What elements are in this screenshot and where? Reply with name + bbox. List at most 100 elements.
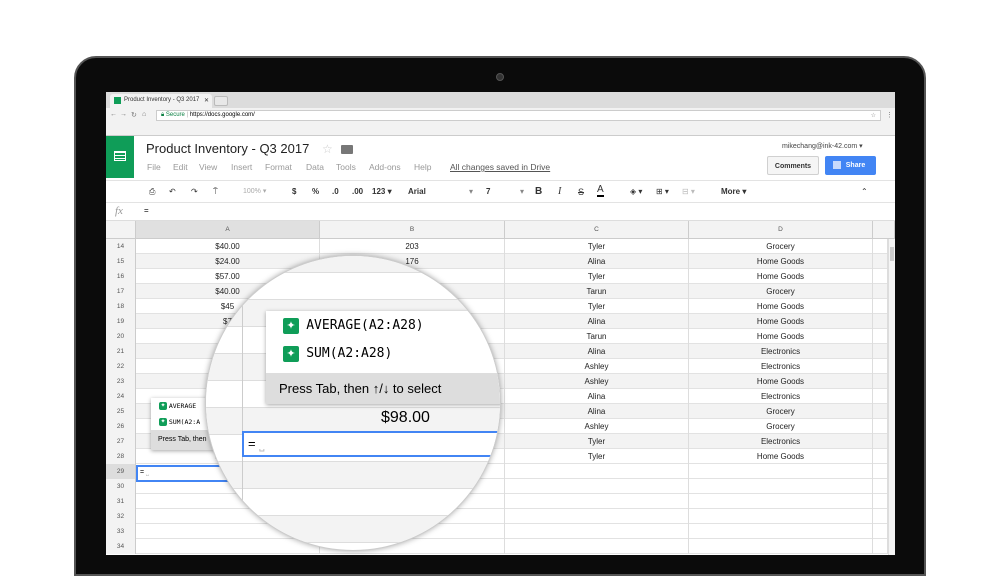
magnified-cell-editor[interactable]: = ⎵ <box>242 431 500 457</box>
scrollbar-thumb[interactable] <box>890 247 894 261</box>
fill-color-icon[interactable]: ◈ ▾ <box>630 187 643 196</box>
cell-b27[interactable] <box>320 434 505 449</box>
cell-c15[interactable]: Alina <box>505 254 689 269</box>
cell-b33[interactable] <box>320 524 505 539</box>
cell-e20[interactable] <box>873 329 888 344</box>
undo-icon[interactable]: ↶ <box>169 187 176 196</box>
cell-c26[interactable]: Ashley <box>505 419 689 434</box>
cell-c28[interactable]: Tyler <box>505 449 689 464</box>
cell-d22[interactable]: Electronics <box>689 359 873 374</box>
cell-e23[interactable] <box>873 374 888 389</box>
cell-e25[interactable] <box>873 404 888 419</box>
share-button[interactable]: Share <box>825 156 876 175</box>
autocomplete-item-small[interactable]: ✦ AVERAGE <box>159 402 196 411</box>
row-number[interactable]: 17 <box>106 284 136 299</box>
sheets-logo[interactable] <box>106 136 134 178</box>
cell-d23[interactable]: Home Goods <box>689 374 873 389</box>
cell-e14[interactable] <box>873 239 888 254</box>
more-formats-button[interactable]: 123 ▾ <box>372 187 392 196</box>
font-select[interactable]: Arial <box>408 187 426 196</box>
autocomplete-item-average[interactable]: ✦ AVERAGE(A2:A28) <box>283 317 424 334</box>
cell-d21[interactable]: Electronics <box>689 344 873 359</box>
cell-e33[interactable] <box>873 524 888 539</box>
cell-e21[interactable] <box>873 344 888 359</box>
menu-view[interactable]: View <box>199 162 218 172</box>
more-button[interactable]: More ▾ <box>721 187 747 196</box>
new-tab-button[interactable] <box>214 96 228 106</box>
row-number[interactable]: 26 <box>106 419 136 434</box>
cell-d15[interactable]: Home Goods <box>689 254 873 269</box>
row-number[interactable]: 16 <box>106 269 136 284</box>
browser-tab[interactable]: Product Inventory - Q3 2017 ✕ <box>110 94 212 108</box>
cell-c14[interactable]: Tyler <box>505 239 689 254</box>
cell-e29[interactable] <box>873 464 888 479</box>
menu-tools[interactable]: Tools <box>336 162 356 172</box>
cell-c24[interactable]: Alina <box>505 389 689 404</box>
cell-b29[interactable] <box>320 464 505 479</box>
folder-icon[interactable] <box>341 145 353 154</box>
cell-c21[interactable]: Alina <box>505 344 689 359</box>
autocomplete-item-sum[interactable]: ✦ SUM(A2:A28) <box>283 345 392 362</box>
cell-c27[interactable]: Tyler <box>505 434 689 449</box>
cell-e30[interactable] <box>873 479 888 494</box>
cell-b34[interactable] <box>320 539 505 554</box>
cell-b22[interactable] <box>320 359 505 374</box>
percent-format-button[interactable]: % <box>312 187 320 196</box>
font-size-select[interactable]: 7 <box>486 187 491 196</box>
cell-e17[interactable] <box>873 284 888 299</box>
decrease-decimal-button[interactable]: .0 <box>332 187 339 196</box>
cell-b24[interactable] <box>320 389 505 404</box>
text-color-button[interactable]: A <box>597 184 604 197</box>
strikethrough-button[interactable]: S <box>578 187 585 197</box>
cell-c23[interactable]: Ashley <box>505 374 689 389</box>
star-icon[interactable]: ☆ <box>322 142 333 156</box>
cell-e15[interactable] <box>873 254 888 269</box>
column-header-e[interactable] <box>873 221 895 239</box>
increase-decimal-button[interactable]: .00 <box>352 187 364 196</box>
cell-b31[interactable] <box>320 494 505 509</box>
row-number[interactable]: 23 <box>106 374 136 389</box>
cell-e19[interactable] <box>873 314 888 329</box>
column-header-c[interactable]: C <box>505 221 689 239</box>
autocomplete-item-small[interactable]: ✦ SUM(A2:A <box>159 418 200 427</box>
row-number[interactable]: 21 <box>106 344 136 359</box>
cell-d18[interactable]: Home Goods <box>689 299 873 314</box>
home-icon[interactable]: ⌂ <box>142 111 147 118</box>
cell-e16[interactable] <box>873 269 888 284</box>
cell-e24[interactable] <box>873 389 888 404</box>
menu-format[interactable]: Format <box>265 162 292 172</box>
cell-b20[interactable] <box>320 329 505 344</box>
font-dropdown-icon[interactable]: ▾ <box>469 187 474 196</box>
borders-icon[interactable]: ⊞ ▾ <box>656 187 669 196</box>
row-number[interactable]: 22 <box>106 359 136 374</box>
cell-d28[interactable]: Home Goods <box>689 449 873 464</box>
menu-addons[interactable]: Add-ons <box>369 162 401 172</box>
cell-e27[interactable] <box>873 434 888 449</box>
merge-cells-icon[interactable]: ⊟ ▾ <box>682 187 695 196</box>
cell-d30[interactable] <box>689 479 873 494</box>
save-status[interactable]: All changes saved in Drive <box>450 162 551 172</box>
cell-c20[interactable]: Tarun <box>505 329 689 344</box>
cell-b26[interactable] <box>320 419 505 434</box>
cell-b21[interactable] <box>320 344 505 359</box>
cell-e28[interactable] <box>873 449 888 464</box>
cell-d32[interactable] <box>689 509 873 524</box>
zoom-select[interactable]: 100% ▾ <box>243 188 267 195</box>
cell-c33[interactable] <box>505 524 689 539</box>
row-number[interactable]: 24 <box>106 389 136 404</box>
cell-d24[interactable]: Electronics <box>689 389 873 404</box>
paint-format-icon[interactable]: ⍑ <box>213 187 218 196</box>
cell-a14[interactable]: $40.00 <box>136 239 320 254</box>
column-header-a[interactable]: A <box>136 221 320 239</box>
italic-button[interactable]: I <box>558 186 562 197</box>
menu-insert[interactable]: Insert <box>231 162 253 172</box>
column-header-b[interactable]: B <box>320 221 505 239</box>
cell-c31[interactable] <box>505 494 689 509</box>
collapse-toolbar-icon[interactable]: ⌃ <box>861 187 868 196</box>
menu-data[interactable]: Data <box>306 162 324 172</box>
menu-file[interactable]: File <box>147 162 161 172</box>
row-number[interactable]: 32 <box>106 509 136 524</box>
cell-d33[interactable] <box>689 524 873 539</box>
cell-c25[interactable]: Alina <box>505 404 689 419</box>
cell-e18[interactable] <box>873 299 888 314</box>
